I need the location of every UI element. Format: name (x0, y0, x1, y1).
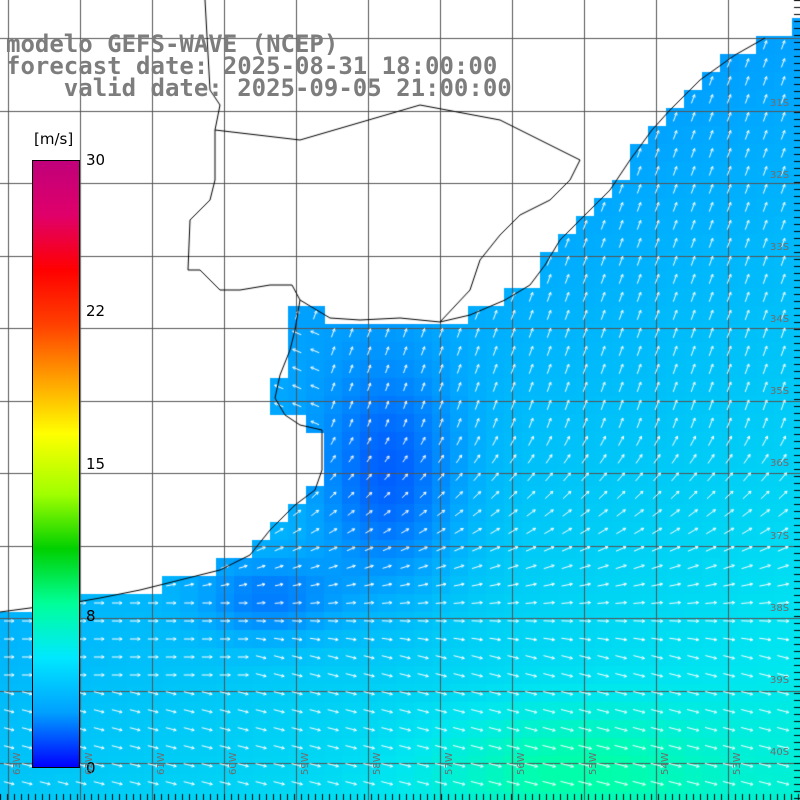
title-model: modelo GEFS-WAVE (NCEP) (6, 30, 339, 58)
lon-label: 56W (516, 752, 527, 775)
lat-label: 35S (770, 386, 790, 397)
lon-label: 54W (660, 752, 671, 775)
lat-label: 33S (770, 242, 790, 253)
lat-label: 32S (770, 170, 790, 181)
lon-label: 60W (228, 752, 239, 775)
colorbar-tick-15: 15 (86, 455, 106, 473)
lon-label: 59W (300, 752, 311, 775)
lon-label: 57W (444, 752, 455, 775)
colorbar-tick-8: 8 (86, 607, 96, 625)
lon-label: 53W (732, 752, 743, 775)
lon-label: 63W (12, 752, 23, 775)
title-valid-date: valid date: 2025-09-05 21:00:00 (6, 74, 512, 102)
lat-label: 40S (770, 747, 790, 758)
lat-label: 39S (770, 675, 790, 686)
lat-label: 34S (770, 314, 790, 325)
colorbar-tick-22: 22 (86, 302, 106, 320)
colorbar (32, 160, 80, 768)
lon-label: 62W (84, 752, 95, 775)
lat-label: 38S (770, 603, 790, 614)
colorbar-tick-30: 30 (86, 151, 106, 169)
colorbar-tick-0: 0 (86, 759, 96, 777)
colorbar-unit: [m/s] (34, 130, 74, 148)
lon-label: 58W (372, 752, 383, 775)
lat-label: 36S (770, 458, 790, 469)
lon-label: 55W (588, 752, 599, 775)
title-forecast-date: forecast date: 2025-08-31 18:00:00 (6, 52, 498, 80)
lat-label: 31S (770, 98, 790, 109)
lat-label: 37S (770, 531, 790, 542)
lon-label: 61W (156, 752, 167, 775)
